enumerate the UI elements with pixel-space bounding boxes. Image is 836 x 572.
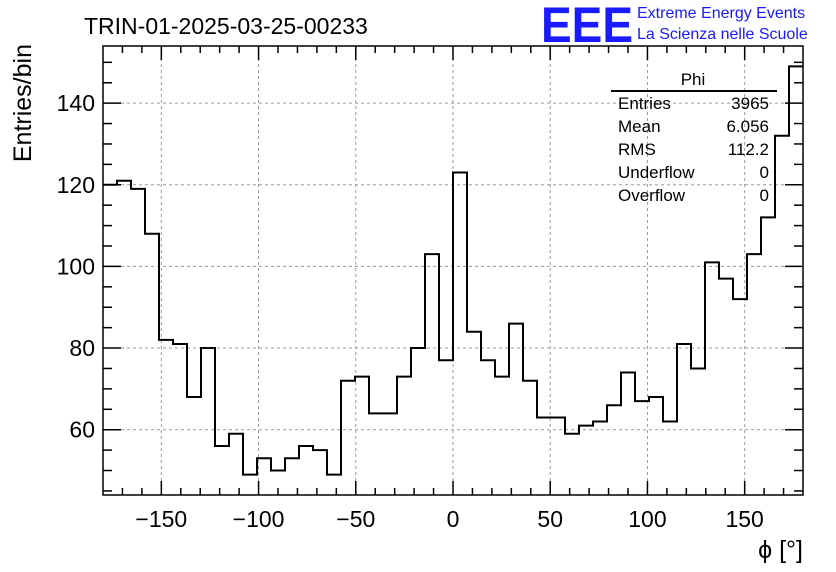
histogram-bin: [551, 417, 565, 495]
histogram-bin: [131, 189, 145, 495]
histogram-bin: [705, 262, 719, 495]
histogram-bin: [397, 377, 411, 495]
histogram-bin: [383, 413, 397, 495]
histogram-bin: [481, 360, 495, 495]
stats-box: Phi Entries 3965 Mean 6.056 RMS 112.2 Underflo…: [611, 70, 777, 205]
histogram-bin: [201, 348, 215, 495]
histogram-bin: [453, 173, 467, 495]
stats-value: 0: [760, 186, 769, 205]
x-tick-label: −50: [336, 506, 375, 532]
stats-value: 3965: [731, 94, 769, 113]
histogram-bin: [103, 185, 117, 495]
histogram-series: [103, 65, 803, 476]
stats-label: Overflow: [618, 186, 686, 205]
histogram-bin: [327, 475, 341, 495]
y-tick-label: 100: [57, 253, 95, 279]
histogram-bin: [649, 397, 663, 495]
histogram-bin: [663, 422, 677, 495]
logo-line-2: La Scienza nelle Scuole: [637, 26, 808, 43]
y-axis-label: Entries/bin: [9, 44, 37, 162]
histogram-bin: [775, 136, 789, 495]
histogram-bin: [145, 234, 159, 495]
logo-line-1: Extreme Energy Events: [637, 5, 805, 22]
histogram-bin: [635, 401, 649, 495]
histogram-bin: [607, 405, 621, 495]
stats-label: Entries: [618, 94, 671, 113]
axis-ticks: [103, 46, 803, 495]
histogram-bin: [719, 279, 733, 495]
histogram-bin: [579, 426, 593, 495]
histogram-bin: [243, 475, 257, 495]
x-axis-label: ϕ [°]: [758, 536, 803, 564]
y-tick-label: 140: [57, 90, 95, 116]
axis-tick-labels: −150 −100 −50 0 50 100 150 60 80 100 120 140: [57, 90, 764, 532]
histogram-bin: [187, 397, 201, 495]
histogram-bin: [341, 381, 355, 495]
histogram-bin: [215, 446, 229, 495]
histogram-bin: [355, 377, 369, 495]
histogram-bin: [537, 417, 551, 495]
stats-value: 6.056: [726, 117, 769, 136]
histogram-bin: [159, 340, 173, 495]
histogram-bin: [495, 377, 509, 495]
histogram-bin: [593, 422, 607, 495]
histogram-bin: [621, 373, 635, 495]
stats-title: Phi: [681, 70, 706, 89]
x-tick-label: 50: [537, 506, 563, 532]
stats-value: 112.2: [728, 140, 769, 159]
histogram-bin: [229, 434, 243, 495]
x-tick-label: 100: [628, 506, 666, 532]
histogram-bin: [691, 368, 705, 495]
stats-label: Underflow: [618, 163, 695, 182]
x-tick-label: −150: [135, 506, 187, 532]
histogram-bin: [747, 254, 761, 495]
eee-logo-mark: EEE: [541, 0, 633, 53]
histogram-bin: [411, 348, 425, 495]
histogram-bin: [299, 446, 313, 495]
x-tick-label: 150: [725, 506, 763, 532]
histogram-bin: [523, 381, 537, 495]
histogram-bin: [677, 344, 691, 495]
stats-label: RMS: [618, 140, 656, 159]
chart-title: TRIN-01-2025-03-25-00233: [84, 13, 368, 39]
histogram-bin: [369, 413, 383, 495]
x-tick-label: 0: [447, 506, 460, 532]
histogram-bin: [509, 324, 523, 495]
x-tick-label: −100: [233, 506, 285, 532]
y-tick-label: 120: [57, 172, 95, 198]
histogram-bin: [117, 181, 131, 495]
y-tick-label: 80: [69, 335, 95, 361]
histogram-bin: [313, 450, 327, 495]
stats-value: 0: [760, 163, 769, 182]
histogram-bin: [789, 66, 803, 495]
histogram-bin: [425, 254, 439, 495]
eee-logo: EEE Extreme Energy Events La Scienza nel…: [541, 0, 808, 53]
histogram-bin: [761, 217, 775, 495]
histogram-bin: [565, 434, 579, 495]
stats-label: Mean: [618, 117, 661, 136]
histogram-bin: [439, 360, 453, 495]
histogram-bin: [467, 332, 481, 495]
histogram-bin: [173, 344, 187, 495]
y-tick-label: 60: [69, 417, 95, 443]
